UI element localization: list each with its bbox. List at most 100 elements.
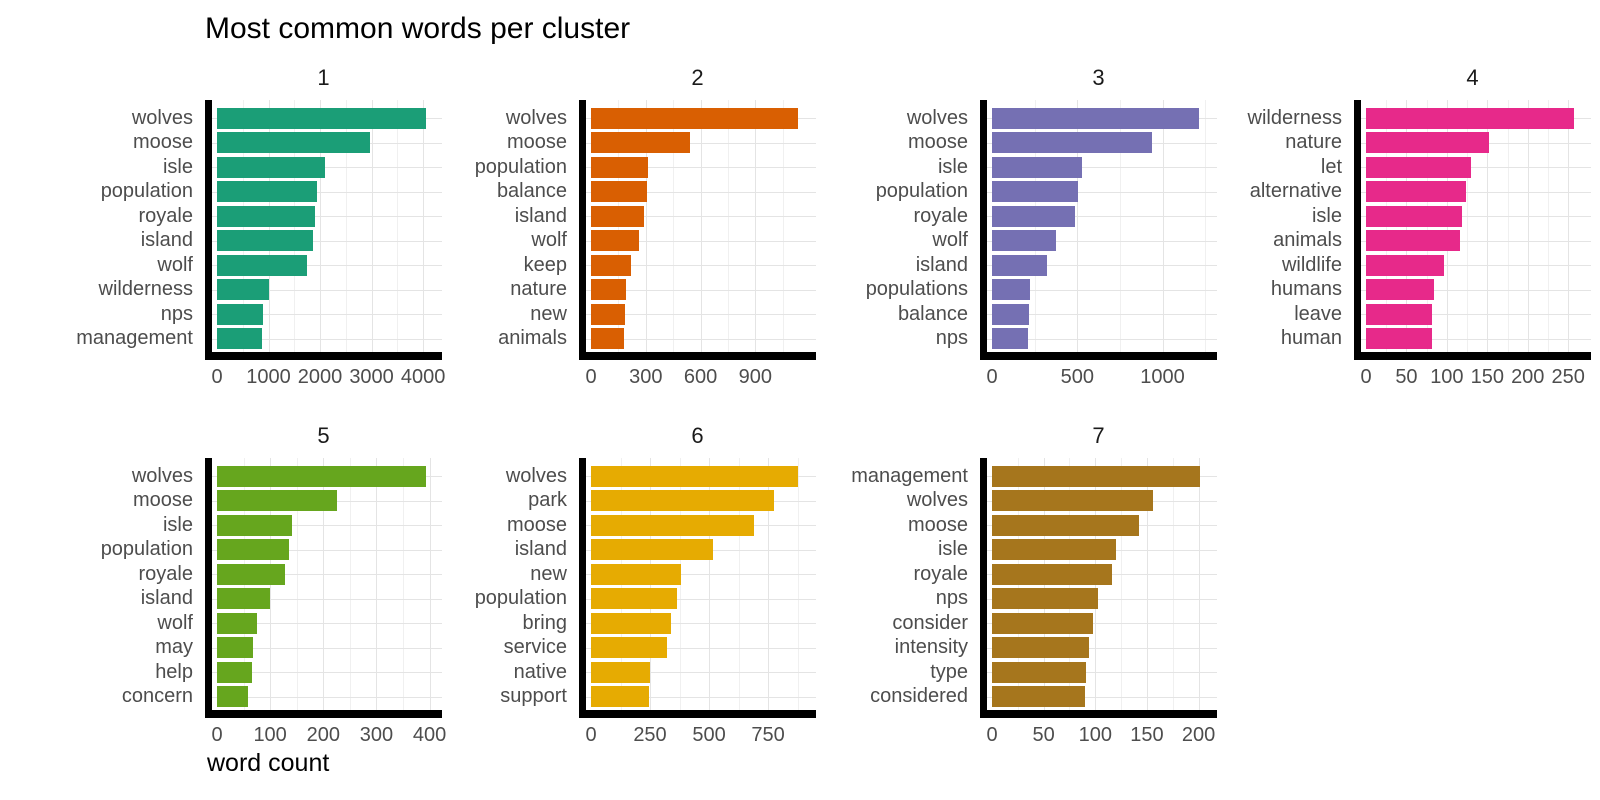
category-label: new: [530, 562, 567, 585]
bar: [217, 637, 254, 659]
grid-line-minor: [797, 458, 799, 710]
grid-line-horizontal: [212, 549, 442, 551]
category-label: population: [100, 180, 193, 203]
bar-row: [212, 636, 442, 661]
bar-row: [987, 513, 1217, 538]
grid-line-horizontal: [586, 142, 816, 144]
grid-line-horizontal: [987, 338, 1217, 340]
facet-strip-label: 1: [317, 65, 330, 90]
category-label: population: [474, 155, 567, 178]
grid-line-minor: [345, 100, 347, 352]
bar: [992, 490, 1154, 512]
bar: [217, 563, 286, 585]
facet-panel-5: 5 wolves moose isle population royale island wo…: [0, 422, 447, 748]
facet-strip-label: 4: [1466, 65, 1479, 90]
bars-group: [987, 106, 1217, 351]
category-label: wolves: [906, 106, 968, 129]
category-label: island: [514, 204, 567, 227]
grid-line-major: [1146, 458, 1148, 710]
grid-line-horizontal: [212, 672, 442, 674]
grid-line-horizontal: [212, 574, 442, 576]
bar: [217, 156, 325, 178]
facet-row: 1 wolves moose isle population royale island wo…: [0, 64, 1600, 390]
category-label: wolves: [505, 464, 567, 487]
bar: [1366, 279, 1434, 301]
grid-line-horizontal: [987, 191, 1217, 193]
category-label: management: [76, 327, 193, 350]
bar-row: [212, 489, 442, 514]
bar-row: [212, 513, 442, 538]
bar-row: [987, 253, 1217, 278]
y-axis-labels: wolves park moose island new population bring s…: [442, 458, 579, 718]
plot-area: [980, 458, 1217, 718]
bars-group: [212, 464, 442, 709]
grid-line-minor: [397, 100, 399, 352]
grid-line-horizontal: [212, 623, 442, 625]
category-label: moose: [907, 513, 968, 536]
facet-panel-4: 4 wilderness nature let alternative isle anima…: [1217, 64, 1591, 390]
grid-line-minor: [1547, 100, 1549, 352]
category-label: wolves: [131, 464, 193, 487]
grid-line-horizontal: [1361, 338, 1591, 340]
facet-body: wolves moose isle population royale island wol…: [0, 100, 442, 360]
bar: [992, 254, 1048, 276]
bar: [992, 514, 1139, 536]
bar: [217, 328, 263, 350]
x-tick-label: 0: [986, 724, 998, 746]
bar: [217, 465, 427, 487]
bar: [591, 588, 677, 610]
plot-area: [1354, 100, 1591, 360]
bar: [992, 205, 1075, 227]
bar: [217, 181, 318, 203]
facet-body: wilderness nature let alternative isle animal…: [1217, 100, 1591, 360]
x-axis: 0 300 600 900: [579, 360, 816, 390]
grid-line-major: [1487, 100, 1489, 352]
category-label: wolves: [131, 106, 193, 129]
bar-row: [1361, 327, 1591, 352]
bar-row: [987, 685, 1217, 710]
category-label: keep: [523, 253, 567, 276]
x-tick-label: 150: [1470, 366, 1504, 388]
category-label: animals: [1273, 229, 1342, 252]
y-axis-labels: wolves moose isle population royale wolf islan…: [816, 100, 980, 360]
bar-row: [987, 229, 1217, 254]
bar: [591, 612, 671, 634]
grid-line-horizontal: [212, 167, 442, 169]
grid-line-major: [323, 458, 325, 710]
grid-line-major: [1568, 100, 1570, 352]
bar-row: [987, 660, 1217, 685]
x-tick-label: 250: [633, 724, 667, 746]
category-label: population: [875, 180, 968, 203]
bar-row: [212, 204, 442, 229]
bar: [591, 279, 626, 301]
category-label: support: [500, 685, 567, 708]
grid-line-major: [755, 100, 757, 352]
category-label: bring: [522, 611, 567, 634]
category-label: royale: [913, 562, 968, 585]
grid-line-major: [423, 100, 425, 352]
bar-row: [212, 180, 442, 205]
category-label: consider: [892, 611, 968, 634]
category-label: wolf: [531, 229, 567, 252]
category-label: nps: [160, 302, 193, 325]
facet-panel-7: 7 management wolves moose isle royale nps consi…: [816, 422, 1217, 748]
bar: [992, 563, 1112, 585]
x-axis: 0 250 500 750: [579, 718, 816, 748]
bar: [591, 205, 644, 227]
grid-line-horizontal: [212, 598, 442, 600]
category-label: isle: [162, 513, 193, 536]
bar: [591, 465, 799, 487]
bar-row: [212, 253, 442, 278]
bar: [1366, 230, 1460, 252]
bar: [992, 303, 1029, 325]
category-label: wolf: [157, 253, 193, 276]
category-label: royale: [913, 204, 968, 227]
grid-line-horizontal: [212, 338, 442, 340]
facet-panel-2: 2 wolves moose population balance island wolf k…: [442, 64, 816, 390]
bar-row: [586, 562, 816, 587]
category-label: service: [503, 636, 567, 659]
bar-row: [212, 302, 442, 327]
y-axis-labels: wolves moose isle population royale island wol…: [0, 458, 205, 718]
grid-line-minor: [727, 100, 729, 352]
category-label: moose: [506, 131, 567, 154]
